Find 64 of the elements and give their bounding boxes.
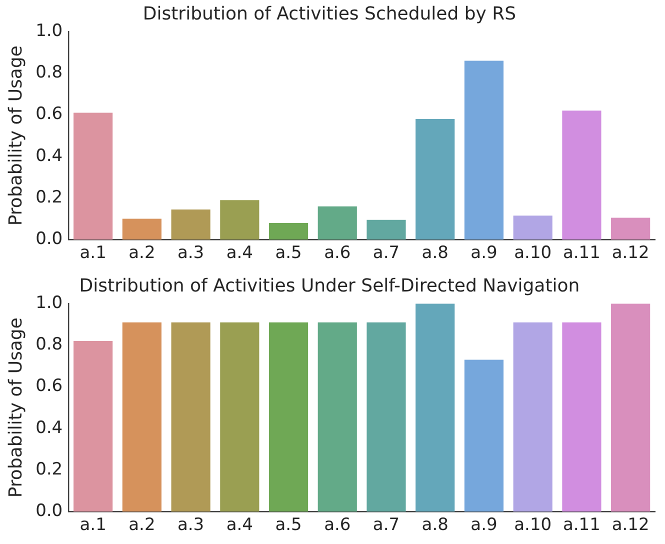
bar xyxy=(171,322,210,512)
x-tick-label: a.3 xyxy=(177,515,204,536)
bar xyxy=(122,322,162,512)
y-axis-title: Probability of Usage xyxy=(5,318,26,498)
chart-title: Distribution of Activities Scheduled by RS xyxy=(142,3,516,24)
x-tick-label: a.5 xyxy=(275,243,302,264)
bar xyxy=(513,322,552,512)
x-tick-label: a.7 xyxy=(372,243,400,264)
bar xyxy=(318,322,357,512)
x-tick-label: a.11 xyxy=(562,243,600,264)
x-tick-label: a.8 xyxy=(422,515,448,536)
y-tick-label: 0.2 xyxy=(36,459,63,480)
x-tick-label: a.4 xyxy=(226,243,253,264)
x-tick-label: a.9 xyxy=(470,515,498,536)
bar xyxy=(562,110,602,240)
y-tick-label: 0.0 xyxy=(36,229,63,250)
bar xyxy=(171,209,210,240)
y-axis-title: Probability of Usage xyxy=(5,46,26,226)
y-tick-label: 1.0 xyxy=(36,293,63,314)
bar xyxy=(366,322,406,512)
bar xyxy=(268,322,308,512)
x-tick-label: a.10 xyxy=(514,515,552,536)
bar xyxy=(74,112,113,240)
x-tick-label: a.9 xyxy=(470,243,498,264)
bar xyxy=(464,60,504,240)
bar xyxy=(513,216,552,240)
y-tick-label: 1.0 xyxy=(36,21,63,42)
y-tick-label: 0.4 xyxy=(36,146,63,166)
x-tick-label: a.8 xyxy=(422,243,448,264)
x-tick-label: a.12 xyxy=(612,515,650,536)
bar xyxy=(318,206,357,240)
x-tick-label: a.3 xyxy=(177,243,204,264)
x-tick-label: a.1 xyxy=(80,515,106,536)
x-tick-label: a.1 xyxy=(80,243,106,264)
x-tick-label: a.6 xyxy=(324,243,351,264)
y-tick-label: 0.6 xyxy=(36,376,63,396)
chart-title: Distribution of Activities Under Self-Directed Navigation xyxy=(79,275,580,296)
bar xyxy=(268,222,308,240)
x-tick-label: a.7 xyxy=(372,515,400,536)
bar xyxy=(220,322,260,512)
bar xyxy=(366,220,406,240)
x-tick-label: a.5 xyxy=(275,515,302,536)
y-tick-label: 0.0 xyxy=(36,501,63,522)
x-tick-label: a.4 xyxy=(226,515,253,536)
x-tick-label: a.11 xyxy=(562,515,600,536)
bar xyxy=(122,218,162,240)
bar xyxy=(220,200,260,240)
bar xyxy=(416,304,455,512)
x-tick-label: a.6 xyxy=(324,515,351,536)
x-tick-label: a.12 xyxy=(612,243,650,264)
y-tick-label: 0.8 xyxy=(36,334,63,355)
x-tick-label: a.10 xyxy=(514,243,552,264)
bar xyxy=(611,304,650,512)
y-tick-label: 0.4 xyxy=(36,418,63,438)
bar xyxy=(74,341,113,512)
y-tick-label: 0.6 xyxy=(36,104,63,124)
y-tick-label: 0.2 xyxy=(36,187,63,208)
bar xyxy=(611,218,650,240)
bar xyxy=(464,360,504,512)
x-tick-label: a.2 xyxy=(128,515,156,536)
bar xyxy=(562,322,602,512)
x-tick-label: a.2 xyxy=(128,243,156,264)
y-tick-label: 0.8 xyxy=(36,62,63,83)
bar xyxy=(416,118,455,240)
